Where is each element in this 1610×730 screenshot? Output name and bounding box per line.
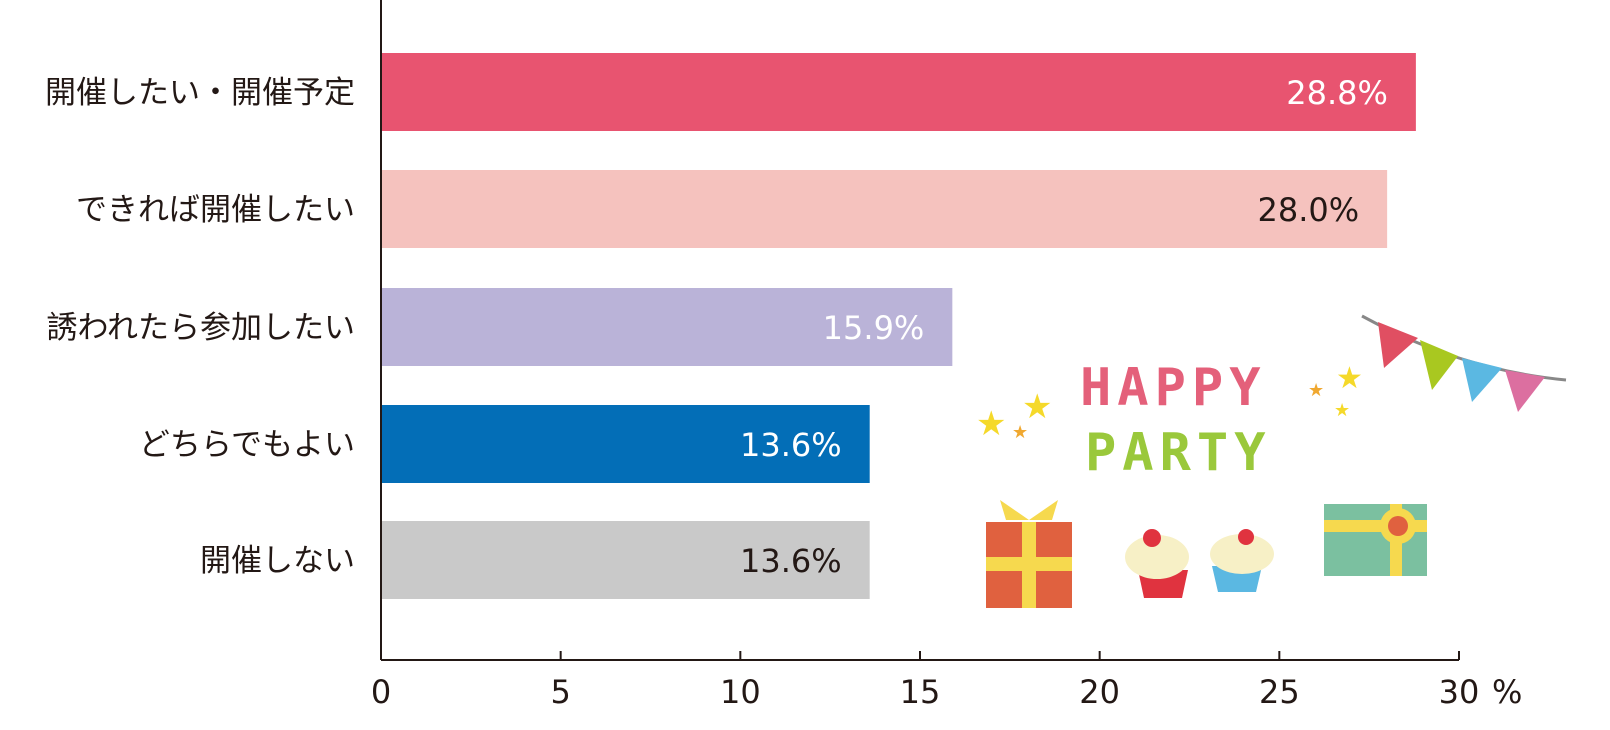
x-tick-label: 25 [1259,673,1300,711]
x-tick-label: 15 [900,673,941,711]
value-label: 28.8% [1286,74,1388,112]
value-label: 28.0% [1257,191,1359,229]
flag-icon [1505,370,1545,412]
gift-box-icon [986,500,1072,608]
flag-icon [1378,322,1418,368]
cupcake-icon [1210,529,1274,592]
party-text: PARTY [1085,423,1272,483]
flag-icon [1420,340,1458,390]
gift-box-icon [1324,504,1427,576]
category-label: 開催しない [200,543,355,579]
x-tick-label: 30 [1439,673,1480,711]
x-tick-label: 20 [1079,673,1120,711]
bar [381,288,953,366]
category-label: 開催したい・開催予定 [45,75,355,111]
party-decoration: HAPPY PARTY ★ ★ ★ ★ ★ ★ [976,314,1567,608]
category-label: どちらでもよい [139,427,355,463]
flag-icon [1462,358,1502,402]
x-tick-label: 5 [550,673,570,711]
bar [381,405,870,483]
star-icon: ★ [1012,422,1028,443]
value-label: 15.9% [823,309,925,347]
star-icon: ★ [976,404,1006,444]
value-label: 13.6% [740,542,842,580]
happy-text: HAPPY [1080,358,1267,418]
x-unit-label: % [1492,673,1522,711]
x-tick-label: 0 [371,673,391,711]
star-icon: ★ [1334,400,1350,421]
bar [381,521,870,599]
category-label: できれば開催したい [76,192,355,228]
bar [381,53,1416,131]
x-tick-label: 10 [720,673,761,711]
value-label: 13.6% [740,426,842,464]
cupcake-icon [1125,529,1189,598]
star-icon: ★ [1308,380,1324,401]
category-label: 誘われたら参加したい [47,310,355,346]
bar [381,170,1388,248]
star-icon: ★ [1336,361,1363,396]
star-icon: ★ [1022,387,1052,427]
